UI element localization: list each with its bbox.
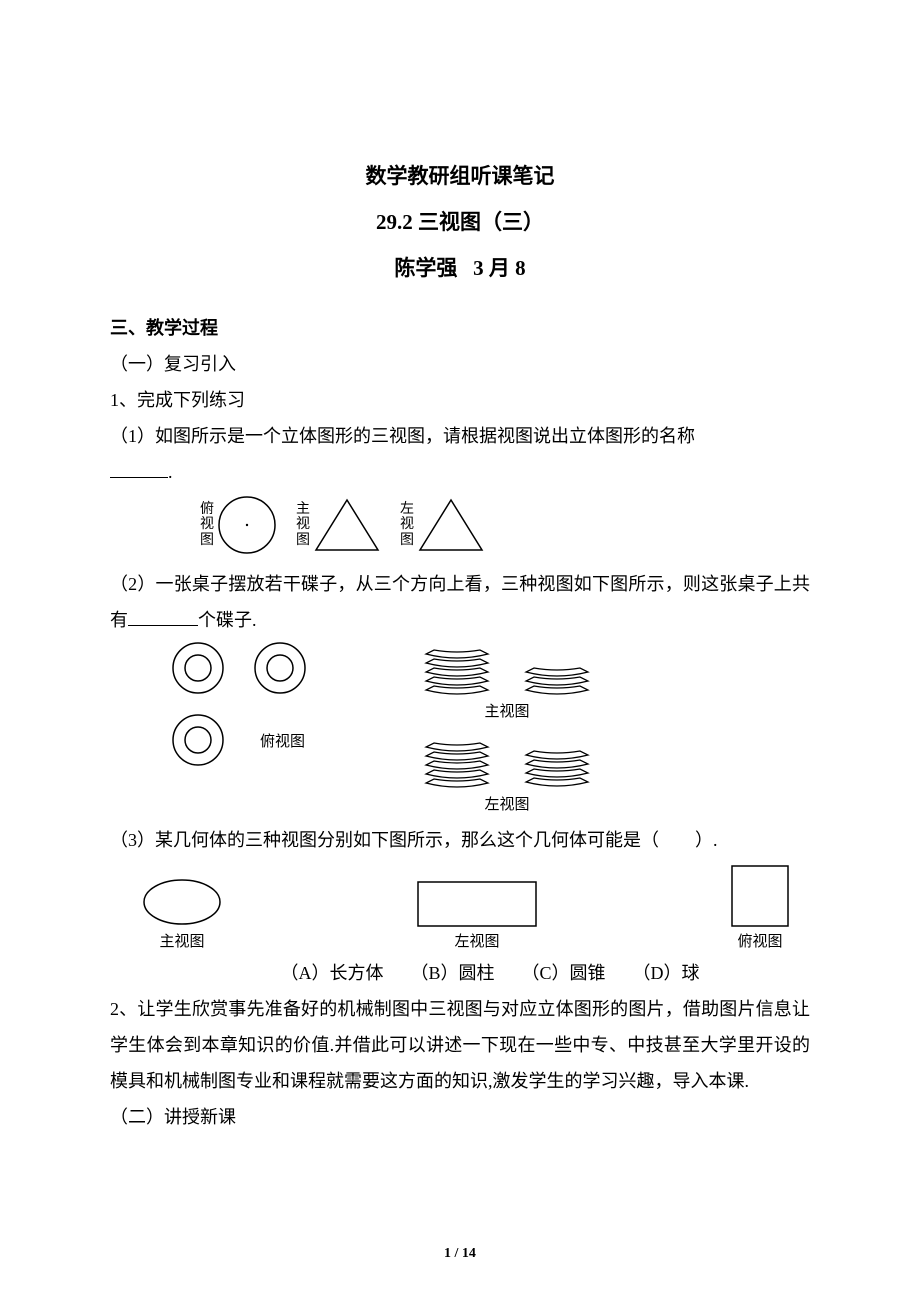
fig3-side: 左视图 [416, 880, 538, 951]
document-page: 数学教研组听课笔记 29.2 三视图（三） 陈学强 3 月 8 三、教学过程 （… [0, 0, 920, 1302]
fig2-top-label: 俯视图 [260, 730, 305, 751]
answer-blank-1 [110, 457, 168, 478]
plate-stack-5-icon [418, 640, 496, 698]
fig1-label-front: 主视图 [296, 502, 310, 548]
plate-stack-4-icon [518, 741, 596, 791]
question-2-unit: 个碟子. [198, 610, 257, 630]
fig1-cell-side: 左视图 [400, 496, 486, 554]
author-name: 陈学强 [394, 256, 457, 280]
question-1-text: （1）如图所示是一个立体图形的三视图，请根据视图说出立体图形的名称 [110, 426, 695, 446]
fig2-rings-top [170, 640, 308, 696]
fig1-cell-front: 主视图 [296, 496, 382, 554]
triangle-icon [312, 496, 382, 554]
question-3: （3）某几何体的三种视图分别如下图所示，那么这个几何体可能是（ ）. [110, 822, 810, 858]
option-a: （A）长方体 [280, 963, 383, 983]
options-row: （A）长方体 （B）圆柱 （C）圆锥 （D）球 [170, 959, 810, 985]
fig1-label-side: 左视图 [400, 502, 414, 548]
fig2-front-stacks [418, 640, 596, 698]
figure-2: 俯视图 [170, 640, 810, 814]
double-ring-icon [170, 640, 226, 696]
figure-3: 主视图 左视图 俯视图 [140, 864, 790, 951]
fig3-front: 主视图 [140, 876, 224, 951]
figure-1: 俯视图 主视图 左视图 [200, 494, 810, 556]
option-b: （B）圆柱 [410, 963, 494, 983]
item-2-text: 2、让学生欣赏事先准备好的机械制图中三视图与对应立体图形的图片，借助图片信息让学… [110, 991, 810, 1099]
title-line-2: 29.2 三视图（三） [110, 206, 810, 236]
fig2-side-label: 左视图 [484, 793, 529, 814]
rect-wide-icon [416, 880, 538, 928]
section-heading: 三、教学过程 [110, 310, 810, 346]
fig1-label-top: 俯视图 [200, 502, 214, 548]
answer-blank-2 [128, 605, 198, 626]
circle-with-dot-icon [216, 494, 278, 556]
fig2-front-label: 主视图 [484, 700, 529, 721]
triangle-icon [416, 496, 486, 554]
question-2: （2）一张桌子摆放若干碟子，从三个方向上看，三种视图如下图所示，则这张桌子上共有… [110, 566, 810, 638]
fig3-side-label: 左视图 [454, 930, 499, 951]
question-1: （1）如图所示是一个立体图形的三视图，请根据视图说出立体图形的名称 [110, 418, 810, 454]
plate-stack-3-icon [518, 658, 596, 698]
title-line-3: 陈学强 3 月 8 [110, 252, 810, 282]
question-1-blank-line: . [110, 454, 810, 490]
ellipse-icon [140, 876, 224, 928]
title-line-1: 数学教研组听课笔记 [110, 160, 810, 190]
fig2-left-col: 俯视图 [170, 640, 308, 768]
fig3-front-label: 主视图 [159, 930, 204, 951]
double-ring-icon [252, 640, 308, 696]
option-c: （C）圆锥 [522, 963, 606, 983]
option-d: （D）球 [633, 963, 700, 983]
subsection-2: （二）讲授新课 [110, 1099, 810, 1135]
fig2-side-stacks [418, 733, 596, 791]
q1-tail: . [168, 462, 173, 482]
plate-stack-5-icon [418, 733, 496, 791]
fig3-top: 俯视图 [730, 864, 790, 951]
fig3-top-label: 俯视图 [737, 930, 782, 951]
rect-tall-icon [730, 864, 790, 928]
date: 3 月 8 [473, 256, 526, 280]
subsection-1: （一）复习引入 [110, 346, 810, 382]
item-1-intro: 1、完成下列练习 [110, 382, 810, 418]
fig2-right-col: 主视图 [418, 640, 596, 814]
fig1-cell-top: 俯视图 [200, 494, 278, 556]
title-block: 数学教研组听课笔记 29.2 三视图（三） 陈学强 3 月 8 [110, 160, 810, 282]
fig2-rings-bottom: 俯视图 [170, 712, 305, 768]
page-number: 1 / 14 [0, 1246, 920, 1262]
double-ring-icon [170, 712, 226, 768]
